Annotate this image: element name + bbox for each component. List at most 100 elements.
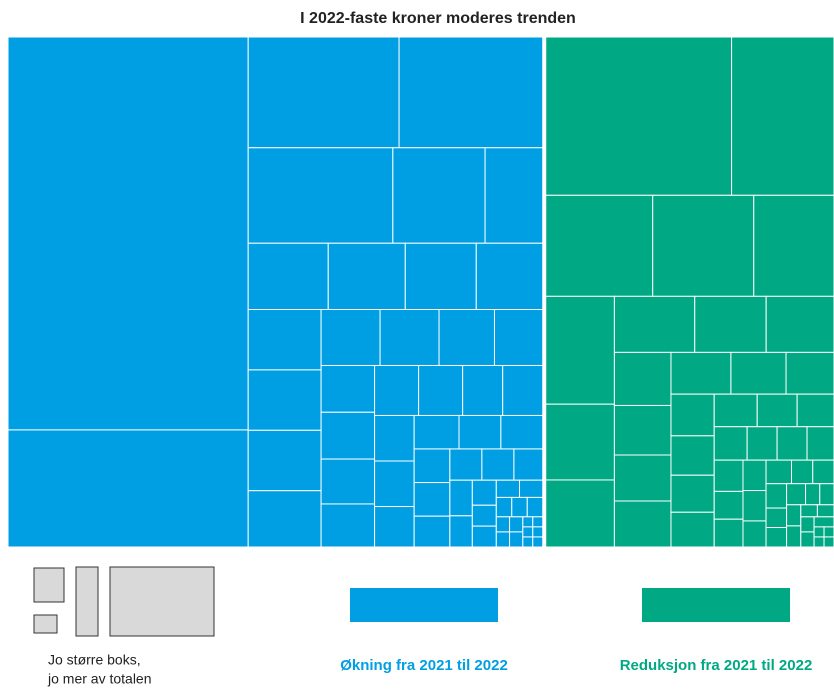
treemap-box [247, 490, 322, 548]
treemap-box [247, 308, 322, 371]
treemap-box [670, 393, 715, 437]
treemap-box [413, 414, 460, 450]
treemap-box [545, 479, 615, 548]
treemap-box [532, 536, 544, 548]
treemap-box [471, 525, 497, 548]
treemap-box [320, 503, 376, 548]
treemap-box [320, 458, 376, 505]
treemap-box [670, 511, 715, 548]
treemap-box [522, 536, 534, 548]
treemap-box [800, 504, 818, 518]
treemap-box [519, 479, 544, 498]
treemap-box [613, 404, 672, 456]
treemap-box [813, 526, 825, 538]
treemap-box [713, 426, 748, 461]
treemap-box [819, 483, 834, 506]
treemap-box [713, 393, 758, 428]
treemap-box [413, 482, 451, 517]
treemap-box [694, 295, 767, 353]
treemap-box [522, 526, 534, 538]
treemap-box [511, 496, 528, 518]
treemap-box [731, 36, 834, 196]
treemap-box [247, 147, 394, 244]
treemap-box [500, 414, 544, 450]
treemap-box [652, 194, 755, 297]
treemap-box [481, 448, 515, 481]
treemap-box [413, 448, 451, 484]
treemap-box [413, 515, 451, 548]
treemap-box [532, 526, 544, 538]
treemap-box [765, 507, 788, 529]
legend-swatch [350, 588, 498, 622]
treemap-box [742, 459, 767, 492]
treemap-box [786, 504, 802, 527]
treemap-box [418, 364, 464, 416]
treemap-box [805, 483, 821, 506]
treemap-box [398, 36, 544, 149]
treemap-box [7, 429, 249, 548]
treemap-box [786, 525, 802, 548]
treemap-box [327, 242, 406, 310]
treemap-box [746, 426, 778, 461]
treemap-box [320, 411, 376, 460]
legend-swatch [642, 588, 790, 622]
treemap-box [613, 351, 672, 406]
treemap-box [730, 351, 787, 395]
treemap-box [765, 295, 834, 353]
treemap-box [471, 479, 497, 506]
treemap-box [404, 242, 477, 310]
treemap-box [247, 369, 322, 431]
treemap-box [813, 536, 825, 548]
treemap-box [374, 506, 415, 548]
treemap-box [247, 36, 400, 149]
treemap-box [756, 393, 798, 428]
treemap-box [742, 490, 767, 522]
treemap-box [7, 36, 249, 431]
treemap-box [247, 429, 322, 492]
treemap-box [458, 414, 502, 450]
treemap-box [545, 194, 654, 297]
treemap-box [813, 516, 834, 528]
size-note: Jo større boks, [48, 652, 141, 668]
treemap-box [392, 147, 486, 244]
treemap-box [785, 351, 834, 395]
chart-title: I 2022-faste kroner moderes trenden [300, 10, 576, 27]
treemap-box [613, 454, 672, 502]
treemap-box [484, 147, 544, 244]
treemap-box [438, 308, 495, 366]
treemap-box [796, 393, 834, 428]
treemap-box [800, 531, 815, 548]
treemap-box [816, 504, 834, 518]
treemap-box [320, 308, 381, 366]
treemap-box [471, 504, 497, 527]
treemap-box [526, 496, 544, 518]
treemap-box [495, 516, 511, 533]
treemap-box [791, 459, 814, 485]
treemap-box [449, 448, 483, 481]
legend-label: Økning fra 2021 til 2022 [340, 657, 508, 674]
treemap-box [493, 308, 544, 366]
treemap-box [532, 516, 544, 528]
treemap-box [545, 36, 733, 196]
treemap-box [765, 483, 788, 509]
treemap-box [613, 500, 672, 548]
treemap-box [713, 459, 744, 492]
treemap-box [786, 483, 807, 506]
treemap-box [374, 414, 415, 462]
treemap-box [502, 364, 544, 416]
treemap-box [545, 295, 615, 405]
treemap-box [495, 496, 513, 518]
treemap-box [812, 459, 834, 485]
treemap-box [545, 403, 615, 481]
treemap-box [753, 194, 834, 297]
treemap-box [247, 242, 329, 310]
legend-label: Reduksjon fra 2021 til 2022 [620, 657, 813, 674]
treemap-box [449, 479, 473, 517]
treemap-box [670, 435, 715, 476]
treemap-box [670, 474, 715, 513]
treemap-box [449, 515, 473, 548]
treemap-box [823, 536, 834, 548]
treemap-box [800, 516, 815, 533]
treemap-box [742, 520, 767, 548]
